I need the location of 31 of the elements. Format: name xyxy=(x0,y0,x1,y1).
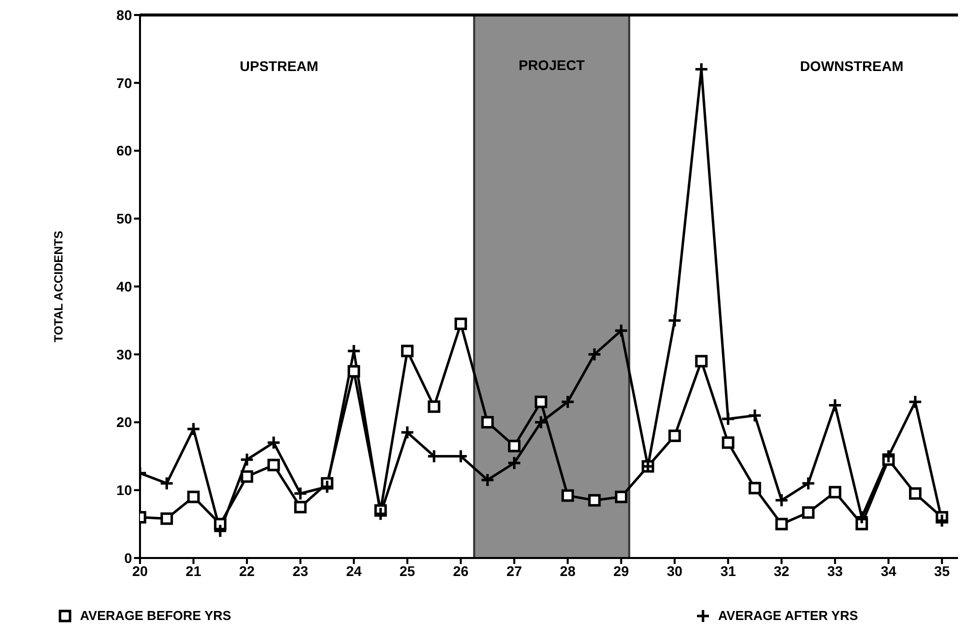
y-tick-label: 10 xyxy=(116,482,132,498)
x-tick-label: 23 xyxy=(292,562,308,579)
x-tick-label: 22 xyxy=(239,562,255,579)
x-tick-label: 31 xyxy=(720,562,736,579)
annotation: UPSTREAM xyxy=(240,58,318,74)
x-tick-label: 27 xyxy=(506,562,522,579)
y-tick-label: 60 xyxy=(116,142,132,159)
y-tick-label: 0 xyxy=(124,550,132,566)
x-tick-label: 34 xyxy=(880,562,896,579)
x-tick-label: 28 xyxy=(560,562,576,579)
y-tick-label: 80 xyxy=(116,6,132,23)
x-tick-label: 32 xyxy=(774,562,790,579)
y-tick-label: 40 xyxy=(116,278,132,294)
x-tick-label: 29 xyxy=(613,562,630,579)
y-tick-label: 20 xyxy=(116,414,132,430)
x-tick-label: 26 xyxy=(452,562,469,579)
legend-label: AVERAGE AFTER YRS xyxy=(718,608,858,623)
x-tick-label: 21 xyxy=(186,562,202,579)
y-tick-label: 30 xyxy=(116,346,132,362)
x-tick-label: 20 xyxy=(132,562,148,579)
x-tick-label: 30 xyxy=(666,562,683,579)
annotation: DOWNSTREAM xyxy=(800,58,904,74)
y-axis-title: TOTAL ACCIDENTS xyxy=(51,230,66,342)
y-tick-label: 50 xyxy=(116,210,132,227)
legend-label: AVERAGE BEFORE YRS xyxy=(80,608,232,623)
x-tick-label: 35 xyxy=(934,562,950,579)
x-tick-label: 24 xyxy=(346,562,362,579)
x-tick-label: 25 xyxy=(400,562,416,579)
band-label: PROJECT xyxy=(518,56,586,73)
x-tick-label: 33 xyxy=(827,562,844,579)
y-tick-label: 70 xyxy=(116,74,132,91)
